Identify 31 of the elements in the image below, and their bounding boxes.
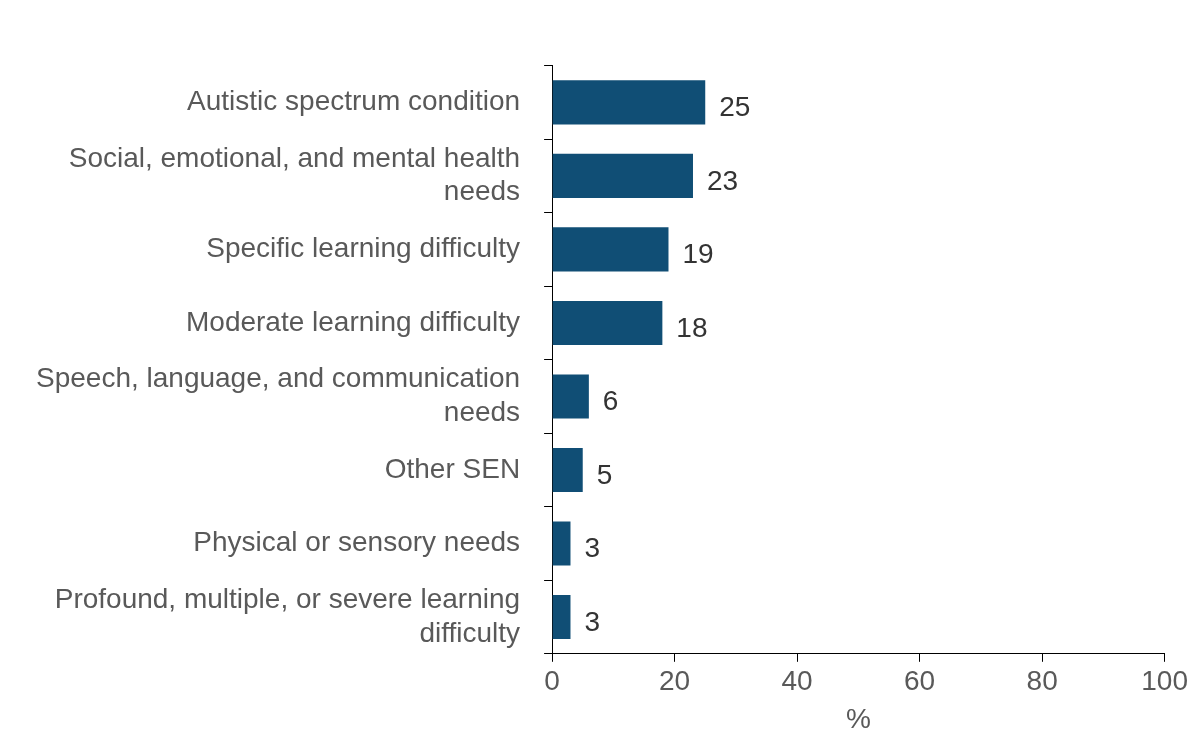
- bar: [552, 153, 693, 198]
- data-label: 3: [584, 532, 601, 564]
- data-label: 6: [602, 385, 619, 417]
- bar: [552, 447, 583, 493]
- x-tick-label: 0: [544, 665, 560, 697]
- data-label: 25: [719, 91, 751, 123]
- x-axis-title: %: [845, 702, 871, 734]
- x-tick-label: 20: [659, 665, 691, 697]
- bar: [552, 300, 663, 345]
- data-label: 19: [682, 238, 714, 270]
- x-tick-label: 40: [781, 665, 813, 697]
- y-tick-label: Speech, language, and communication needs: [36, 362, 521, 427]
- x-tick-label: 80: [1026, 665, 1058, 697]
- y-tick-label: Profound, multiple, or severe learning difficulty: [54, 582, 521, 648]
- bar: [552, 594, 571, 640]
- bar: [552, 374, 589, 419]
- data-label: 18: [676, 311, 708, 343]
- bar: [552, 521, 571, 566]
- data-label: 23: [706, 164, 739, 196]
- data-label: 3: [584, 605, 601, 637]
- data-label: 5: [596, 458, 613, 490]
- y-tick-label: Autistic spectrum condition: [187, 85, 521, 117]
- y-tick-label: Other SEN: [384, 452, 521, 484]
- y-tick-label: Physical or sensory needs: [193, 526, 521, 558]
- bar: [552, 227, 669, 272]
- y-tick-label: Social, emotional, and mental health needs: [68, 141, 521, 207]
- y-tick-label: Specific learning difficulty: [206, 232, 521, 264]
- y-tick-label: Moderate learning difficulty: [185, 305, 521, 337]
- x-tick-label: 100: [1141, 665, 1188, 697]
- bar: [552, 80, 706, 125]
- x-tick-label: 60: [904, 665, 936, 697]
